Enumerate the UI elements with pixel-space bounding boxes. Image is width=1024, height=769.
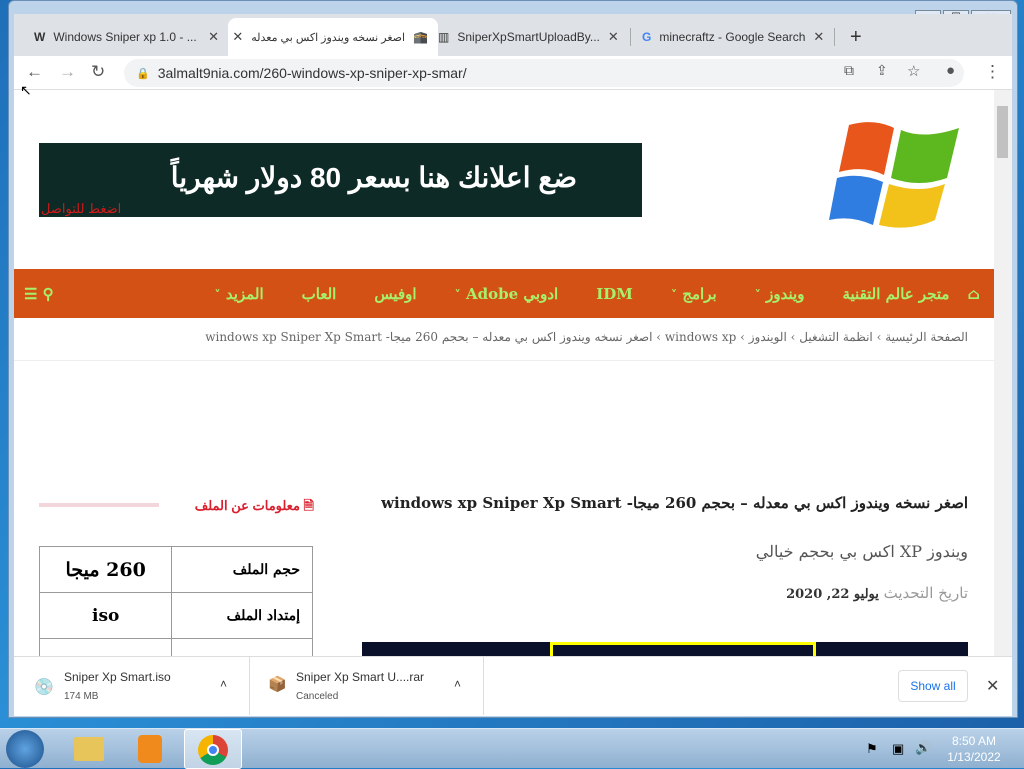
lock-icon: 🔒 <box>136 67 150 80</box>
new-tab-button[interactable]: + <box>850 25 862 48</box>
home-icon[interactable]: ⌂ <box>967 284 980 303</box>
download-item[interactable]: 💿 Sniper Xp Smart.iso 174 MB ˄ <box>14 657 250 715</box>
file-icon: 🗎 <box>303 498 314 513</box>
show-all-button[interactable]: Show all <box>898 670 968 702</box>
close-tab-icon[interactable]: ✕ <box>607 29 619 44</box>
forward-icon[interactable]: → <box>59 62 76 81</box>
chevron-up-icon[interactable]: ˄ <box>220 677 228 691</box>
crumb-windows[interactable]: الويندوز <box>748 330 787 344</box>
chrome-icon <box>198 735 228 765</box>
nav-idm[interactable]: IDM <box>596 284 633 303</box>
explorer-icon[interactable] <box>74 737 104 761</box>
volume-icon[interactable]: 🔊 <box>915 740 932 755</box>
star-icon[interactable]: ☆ <box>907 63 921 80</box>
subtitle: ويندوز XP اكس بي بحجم خيالي <box>755 542 968 561</box>
scrollbar[interactable] <box>994 90 1012 656</box>
sidebar-title: 🗎 معلومات عن الملف <box>194 498 314 513</box>
profile-icon[interactable]: ● <box>946 62 956 79</box>
crumb-os[interactable]: انظمة التشغيل <box>799 330 873 344</box>
nav-games[interactable]: العاب <box>301 284 337 303</box>
post-image <box>362 642 968 656</box>
w-icon: W <box>34 30 46 44</box>
action-center-flag-icon[interactable]: ⚑ <box>866 741 878 756</box>
clock[interactable]: 8:50 AM 1/13/2022 <box>947 734 1001 764</box>
archive-icon: ▥ <box>438 30 450 44</box>
crumb-xp[interactable]: windows xp <box>664 330 737 344</box>
breadcrumb: الصفحة الرئيسية › انظمة التشغيل › الويند… <box>205 330 968 344</box>
translate-icon[interactable]: ⧉ <box>844 62 854 78</box>
address-bar[interactable]: 🔒 3almalt9nia.com/260-windows-xp-sniper-x… <box>124 59 964 87</box>
main-nav: ⌂ متجر عالم التقنية ويندوز ˅ برامج ˅ IDM… <box>14 269 994 318</box>
update-date: تاريخ التحديث يوليو 22, 2020 <box>786 584 968 602</box>
site-icon: 🕋 <box>413 30 428 44</box>
search-icon[interactable]: ⚲ ☰ <box>24 284 54 303</box>
ad-banner[interactable]: ضع اعلانك هنا بسعر 80 دولار شهرياً اضغط … <box>39 143 642 217</box>
start-button[interactable] <box>6 730 44 768</box>
nav-office[interactable]: اوفيس <box>374 284 417 303</box>
tab-windows-sniper[interactable]: W Windows Sniper xp 1.0 - ... ✕ <box>34 29 219 44</box>
close-tab-icon[interactable]: ✕ <box>232 29 244 44</box>
nav-more[interactable]: المزيد ˅ <box>214 284 264 303</box>
reload-icon[interactable]: ↻ <box>91 62 106 81</box>
iso-file-icon: 💿 <box>34 679 54 696</box>
windows-logo-icon[interactable] <box>829 120 964 230</box>
close-download-bar-icon[interactable]: ✕ <box>986 678 1000 695</box>
download-bar: 💿 Sniper Xp Smart.iso 174 MB ˄ 📦 Sniper … <box>14 656 1012 716</box>
media-player-icon[interactable] <box>138 735 162 763</box>
chrome-taskbar-button[interactable] <box>184 729 242 769</box>
nav-adobe[interactable]: ادوبي Adobe ˅ <box>454 284 559 303</box>
close-tab-icon[interactable]: ✕ <box>208 29 219 44</box>
download-item[interactable]: 📦 Sniper Xp Smart U....rar Canceled ˄ <box>250 657 484 715</box>
tab-strip: W Windows Sniper xp 1.0 - ... ✕ 🕋 اصغر نسخه… <box>14 14 1012 56</box>
file-info-table: حجم الملف 260 ميجا إمتداد الملف iso <box>38 546 313 656</box>
crumb-home[interactable]: الصفحة الرئيسية <box>885 330 968 344</box>
rar-file-icon: 📦 <box>268 676 287 693</box>
web-page: ضع اعلانك هنا بسعر 80 دولار شهرياً اضغط … <box>14 90 994 656</box>
chevron-up-icon[interactable]: ˄ <box>454 677 462 691</box>
tab-sniper-upload[interactable]: ▥ SniperXpSmartUploadBy... ✕ <box>438 29 619 44</box>
mouse-cursor-icon: ↖ <box>20 82 32 98</box>
network-icon[interactable]: ▣ <box>892 741 905 756</box>
nav-store[interactable]: متجر عالم التقنية <box>842 284 950 303</box>
taskbar: ⚑ ▣ 🔊 8:50 AM 1/13/2022 <box>0 728 1024 769</box>
toolbar: ← → ↻ 🔒 3almalt9nia.com/260-windows-xp-sn… <box>14 56 1012 90</box>
page-title: اصغر نسخه ويندوز اكس بي معدله – بحجم 260… <box>381 494 968 512</box>
crumb-current: اصغر نسخه ويندوز اكس بي معدله – بحجم 260… <box>205 330 653 344</box>
tab-active[interactable]: 🕋 اصغر نسخه ويندوز اكس بي معدله ✕ <box>228 18 438 56</box>
menu-icon[interactable]: ⋮ <box>984 62 1001 81</box>
back-icon[interactable]: ← <box>26 62 43 81</box>
nav-windows[interactable]: ويندوز ˅ <box>754 284 805 303</box>
close-tab-icon[interactable]: ✕ <box>813 29 825 44</box>
share-icon[interactable]: ⇪ <box>876 62 888 78</box>
nav-programs[interactable]: برامج ˅ <box>670 284 717 303</box>
google-icon: G <box>642 30 652 44</box>
